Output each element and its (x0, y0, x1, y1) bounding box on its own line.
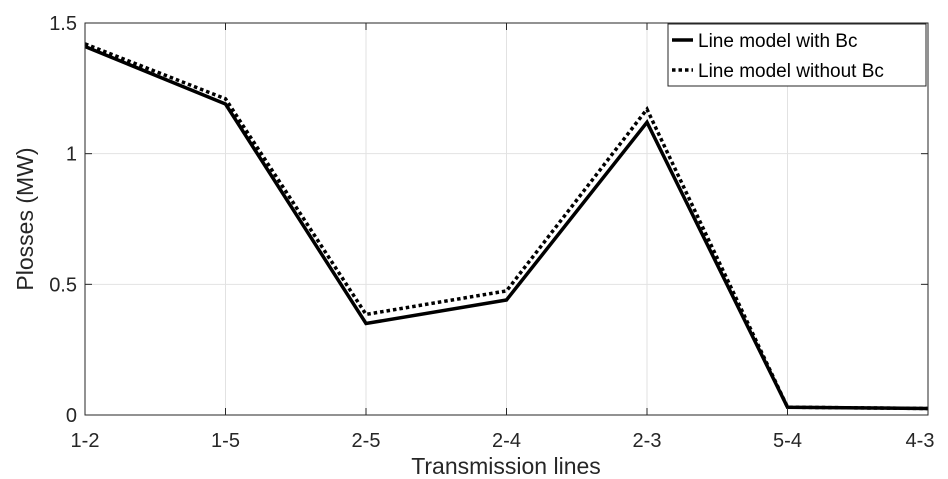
x-tick-label: 2-3 (633, 430, 662, 452)
series-line-with-bc (84, 44, 929, 411)
x-tick-label: 1-2 (71, 430, 100, 452)
legend-label-with-bc: Line model with Bc (698, 31, 857, 52)
x-tick-label: 5-4 (773, 430, 802, 452)
y-tick-label: 1 (66, 144, 77, 166)
legend: Line model with Bc Line model without Bc (667, 23, 927, 87)
x-axis-title: Transmission lines (411, 453, 601, 479)
legend-label-without-bc: Line model without Bc (698, 61, 884, 82)
tick-labels: 1-2 1-5 2-5 2-4 2-3 5-4 4-3 0 0.5 1 1.5 (49, 13, 934, 452)
x-tick-label: 4-3 (906, 430, 935, 452)
grid (85, 23, 928, 415)
series-layer (84, 42, 929, 411)
x-tick-label: 2-4 (492, 430, 521, 452)
x-tick-label: 2-5 (352, 430, 381, 452)
series-line-without-bc (84, 42, 929, 411)
x-tick-label: 1-5 (211, 430, 240, 452)
legend-box (667, 23, 927, 87)
y-tick-label: 0 (66, 405, 77, 427)
y-axis-title: Plosses (MW) (12, 147, 38, 290)
y-tick-label: 1.5 (49, 13, 77, 35)
y-tick-label: 0.5 (49, 274, 77, 296)
